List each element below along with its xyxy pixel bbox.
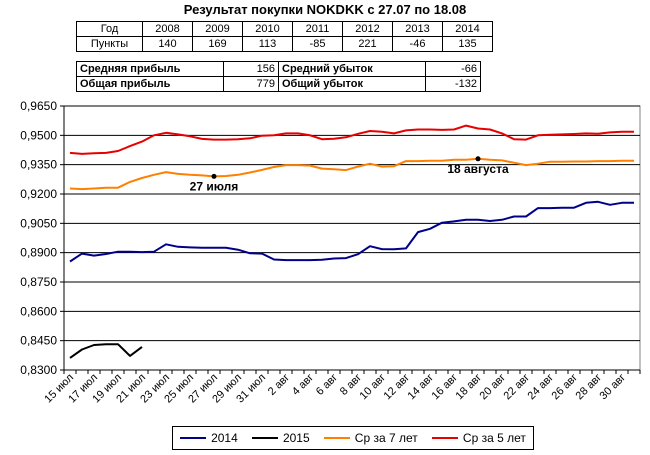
total-profit-value: 779 (223, 76, 279, 92)
points-row-header: Пункты (76, 36, 143, 52)
x-tick-label: 28 авг (574, 372, 605, 403)
total-loss-value: -132 (425, 76, 481, 92)
plot-area-frame (63, 105, 641, 371)
stats-row: Общая прибыль 779 Общий убыток -132 (76, 76, 481, 92)
total-loss-label: Общий убыток (278, 76, 426, 92)
y-tick-label: 0,8300 (20, 363, 57, 377)
x-tick-label: 22 авг (502, 372, 533, 403)
year-cell: 2012 (342, 21, 393, 37)
legend-swatch-avg7 (323, 437, 350, 439)
legend-swatch-avg5 (431, 437, 458, 439)
x-tick-label: 18 авг (454, 372, 485, 403)
chart-title: Результат покупки NOKDKK с 27.07 по 18.0… (183, 2, 467, 17)
legend-label-2015: 2015 (282, 431, 310, 445)
x-tick-label: 10 авг (358, 372, 389, 403)
x-tick-label: 4 авг (290, 372, 316, 398)
x-tick-label: 14 авг (406, 372, 437, 403)
year-row: Год 2008 2009 2010 2011 2012 2013 2014 (76, 21, 493, 37)
year-cell: 2014 (442, 21, 493, 37)
marker-label: 18 августа (447, 162, 509, 176)
avg-loss-value: -66 (425, 61, 481, 77)
points-cell: 140 (142, 36, 193, 52)
marker-dot (475, 156, 481, 162)
y-tick-label: 0,8900 (20, 246, 57, 260)
total-profit-label: Общая прибыль (76, 76, 224, 92)
marker-label: 27 июля (190, 179, 239, 193)
y-tick-label: 0,9050 (20, 216, 57, 230)
x-tick-label: 24 авг (526, 372, 557, 403)
legend-swatch-2014 (180, 437, 207, 439)
series-line-2014 (69, 200, 634, 263)
legend-item-2014: 2014 (180, 431, 238, 445)
marker-dot (211, 173, 217, 179)
x-tick-label: 20 авг (478, 372, 509, 403)
y-tick-label: 0,9350 (20, 158, 57, 172)
y-tick-label: 0,9650 (20, 99, 57, 113)
points-cell: 135 (442, 36, 493, 52)
y-tick-label: 0,8600 (20, 304, 57, 318)
legend-item-avg7: Ср за 7 лет (323, 431, 418, 445)
points-cell: 113 (242, 36, 293, 52)
legend-swatch-2015 (251, 437, 278, 439)
legend-item-2015: 2015 (251, 431, 310, 445)
points-cell: 169 (192, 36, 243, 52)
y-tick-label: 0,9500 (20, 128, 57, 142)
yearly-results-table: Год 2008 2009 2010 2011 2012 2013 2014 П… (76, 21, 493, 52)
y-tick-label: 0,8450 (20, 334, 57, 348)
points-row: Пункты 140 169 113 -85 221 -46 135 (76, 36, 493, 52)
stats-row: Средняя прибыль 156 Средний убыток -66 (76, 61, 481, 77)
gridlines (63, 105, 641, 371)
legend-label-avg7: Ср за 7 лет (354, 431, 418, 445)
series-line-2015 (69, 343, 143, 359)
x-tick-label: 26 авг (550, 372, 581, 403)
series-line-Ср-за-7-лет (69, 157, 634, 191)
points-cell: 221 (342, 36, 393, 52)
x-tick-label: 2 авг (266, 372, 292, 398)
legend-label-avg5: Ср за 5 лет (462, 431, 526, 445)
x-tick-label: 30 авг (598, 372, 629, 403)
x-tick-label: 16 авг (430, 372, 461, 403)
year-cell: 2008 (142, 21, 193, 37)
x-tick-label: 12 авг (382, 372, 413, 403)
legend-item-avg5: Ср за 5 лет (431, 431, 526, 445)
summary-stats-table: Средняя прибыль 156 Средний убыток -66 О… (76, 61, 481, 92)
series-line-Ср-за-5-лет (69, 124, 634, 155)
series-lines (69, 124, 634, 359)
y-tick-label: 0,9200 (20, 187, 57, 201)
annotations: 27 июля 18 августа (190, 156, 509, 193)
y-tick-label: 0,8750 (20, 275, 57, 289)
points-cell: -46 (392, 36, 443, 52)
legend: 2014 2015 Ср за 7 лет Ср за 5 лет (172, 426, 534, 450)
legend-label-2014: 2014 (211, 431, 238, 445)
x-tick-label: 6 авг (314, 372, 340, 398)
